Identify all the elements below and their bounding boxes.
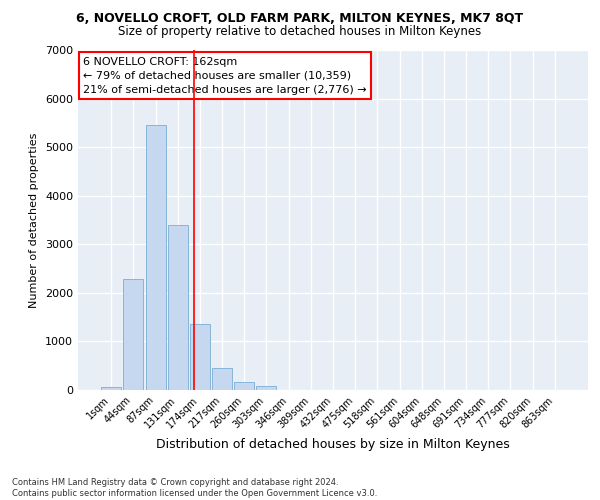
Text: 6 NOVELLO CROFT: 162sqm
← 79% of detached houses are smaller (10,359)
21% of sem: 6 NOVELLO CROFT: 162sqm ← 79% of detache… bbox=[83, 57, 367, 95]
Text: 6, NOVELLO CROFT, OLD FARM PARK, MILTON KEYNES, MK7 8QT: 6, NOVELLO CROFT, OLD FARM PARK, MILTON … bbox=[76, 12, 524, 26]
Bar bbox=[124, 280, 143, 390]
Bar bbox=[168, 225, 188, 390]
Text: Size of property relative to detached houses in Milton Keynes: Size of property relative to detached ho… bbox=[118, 25, 482, 38]
Bar bbox=[146, 126, 166, 390]
Y-axis label: Number of detached properties: Number of detached properties bbox=[29, 132, 40, 308]
Bar bbox=[190, 324, 210, 390]
Bar bbox=[212, 368, 232, 390]
Bar bbox=[101, 386, 121, 390]
Text: Contains HM Land Registry data © Crown copyright and database right 2024.
Contai: Contains HM Land Registry data © Crown c… bbox=[12, 478, 377, 498]
X-axis label: Distribution of detached houses by size in Milton Keynes: Distribution of detached houses by size … bbox=[156, 438, 510, 451]
Bar bbox=[256, 386, 277, 390]
Bar bbox=[234, 382, 254, 390]
